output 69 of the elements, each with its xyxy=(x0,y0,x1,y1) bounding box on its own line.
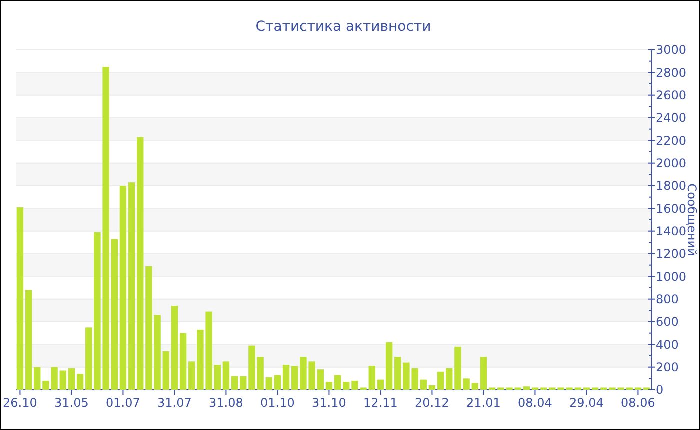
bar xyxy=(282,365,290,390)
x-tick-label: 31.10 xyxy=(312,396,346,410)
y-tick-label: 2400 xyxy=(656,111,687,126)
y-tick-label: 800 xyxy=(656,292,679,307)
bar xyxy=(446,368,453,390)
y-tick-label: 3000 xyxy=(656,43,687,58)
x-tick-label: 31.08 xyxy=(209,396,244,410)
bar xyxy=(16,208,24,390)
y-tick-label: 200 xyxy=(656,360,679,375)
bar xyxy=(428,385,436,390)
bar xyxy=(214,365,221,390)
bar xyxy=(231,376,238,390)
y-tick-label: 1400 xyxy=(656,224,687,239)
bar xyxy=(188,362,196,390)
bar xyxy=(420,380,427,390)
x-tick-label: 12.11 xyxy=(364,396,398,410)
x-tick-label: 26.10 xyxy=(3,396,38,410)
bar xyxy=(394,357,402,390)
bar xyxy=(34,367,41,390)
bar xyxy=(86,328,92,390)
x-tick-label: 01.07 xyxy=(106,396,140,410)
bar xyxy=(292,366,298,390)
bar xyxy=(377,380,384,390)
bar xyxy=(274,375,282,390)
x-tick-label: 21.01 xyxy=(466,396,501,410)
bar xyxy=(266,378,272,390)
chart-title: Статистика активности xyxy=(256,19,432,35)
y-tick-label: 1000 xyxy=(656,270,687,284)
bar xyxy=(162,351,170,390)
bar xyxy=(437,372,444,390)
bar xyxy=(60,370,66,390)
y-tick-label: 1800 xyxy=(656,179,687,194)
bar xyxy=(222,362,230,390)
y-tick-label: 2200 xyxy=(656,134,687,148)
bar xyxy=(25,290,32,390)
y-axis-title: Сообщений xyxy=(685,184,699,256)
bar xyxy=(472,383,478,390)
y-tick-label: 1600 xyxy=(656,202,687,216)
bar xyxy=(111,239,118,390)
x-tick-label: 31.05 xyxy=(54,396,89,410)
y-tick-label: 1200 xyxy=(656,247,687,262)
x-tick-label: 08.04 xyxy=(518,396,552,410)
bar xyxy=(317,370,324,390)
x-tick-label: 31.07 xyxy=(158,396,192,410)
bar xyxy=(120,186,127,390)
x-tick-label: 20.12 xyxy=(415,396,450,410)
bar xyxy=(240,376,247,390)
bar xyxy=(480,357,488,390)
y-tick-label: 600 xyxy=(656,315,679,330)
y-tick-label: 400 xyxy=(656,338,679,352)
bar xyxy=(128,182,136,390)
bar xyxy=(386,342,393,390)
y-tick-label: 0 xyxy=(656,383,664,398)
y-tick-label: 2600 xyxy=(656,88,687,103)
x-tick-label: 29.04 xyxy=(570,396,604,410)
bar xyxy=(180,333,187,390)
bar xyxy=(137,137,144,390)
bar xyxy=(68,368,76,390)
bar xyxy=(171,306,178,390)
y-tick-label: 2000 xyxy=(656,156,687,171)
bar xyxy=(368,366,376,390)
bar xyxy=(76,374,84,390)
bar xyxy=(334,375,342,390)
x-tick-label: 01.10 xyxy=(260,396,295,410)
bar xyxy=(326,382,333,390)
x-tick-label: 08.06 xyxy=(621,396,656,410)
bar xyxy=(523,386,530,390)
y-tick-label: 2800 xyxy=(656,66,687,80)
bar xyxy=(343,382,350,390)
